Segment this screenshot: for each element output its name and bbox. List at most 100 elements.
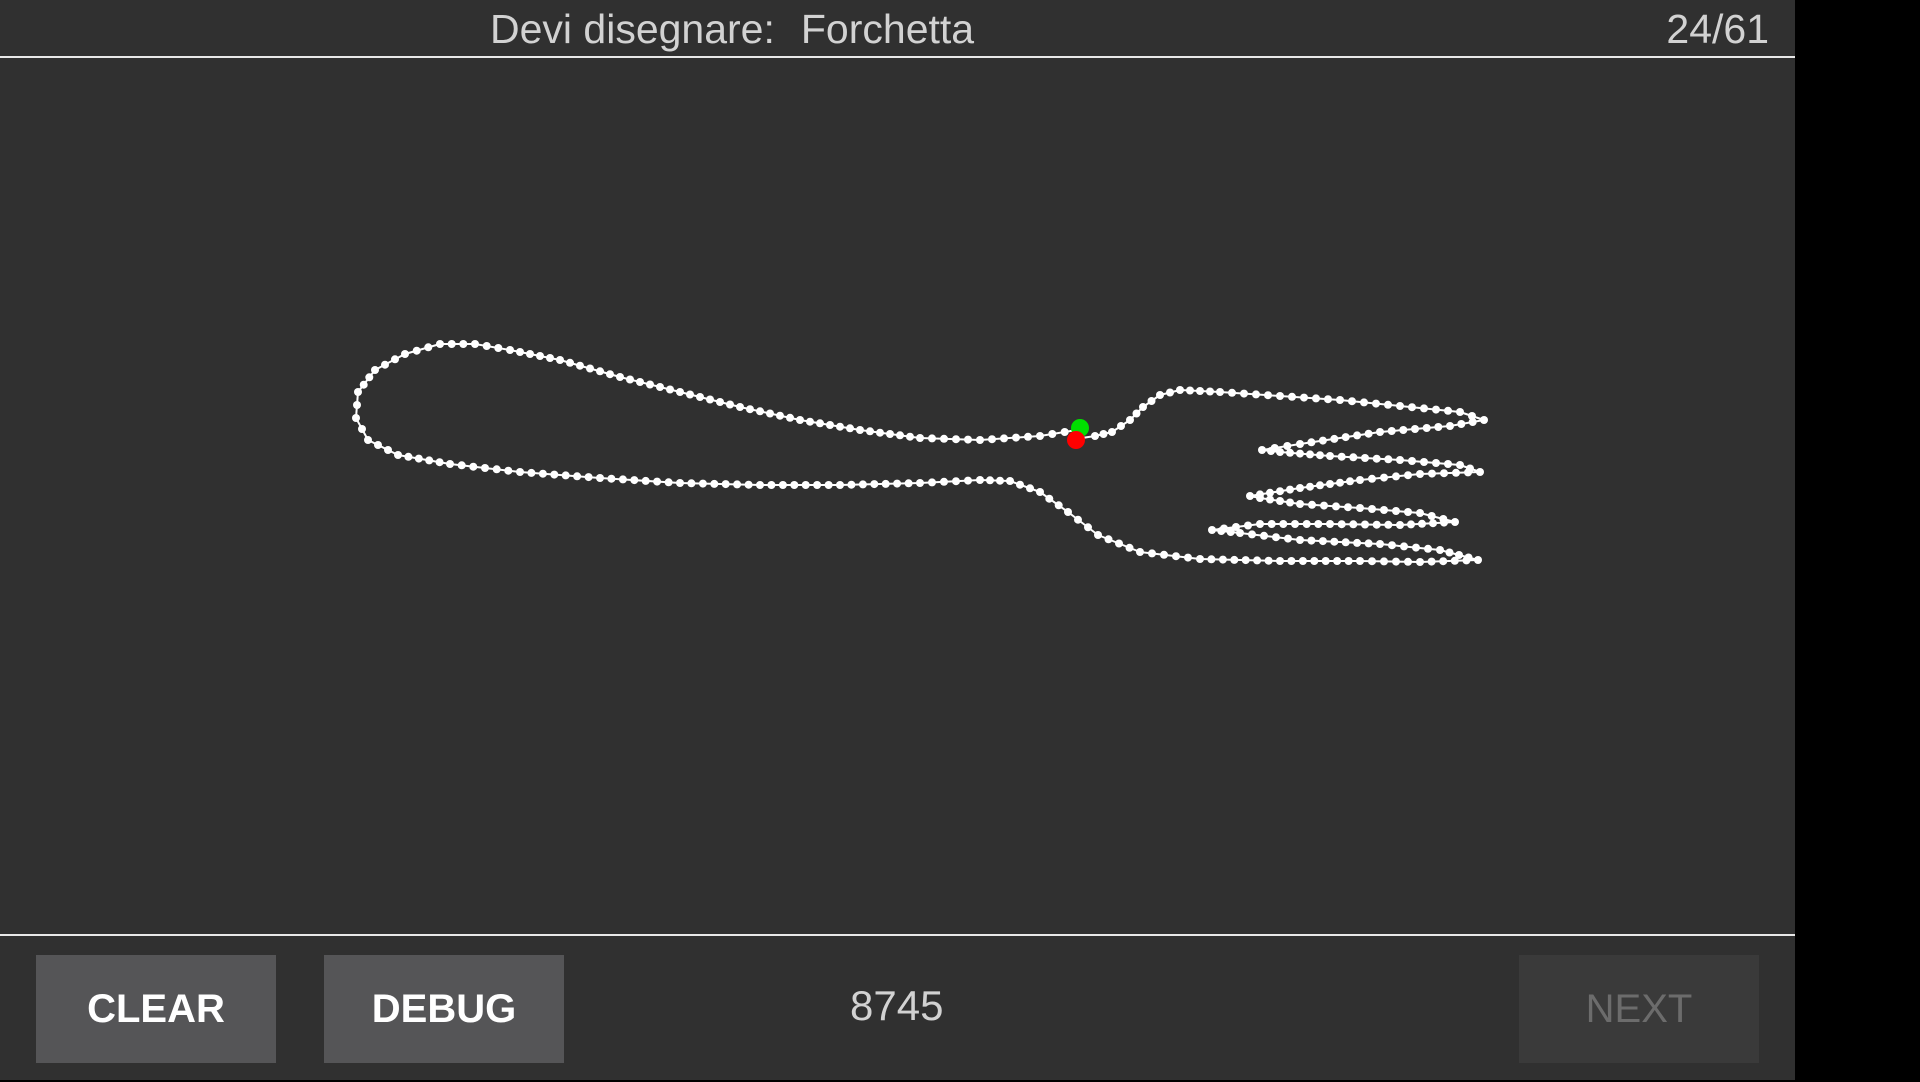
stroke-point bbox=[893, 479, 902, 488]
stroke-point bbox=[796, 416, 804, 424]
stroke-point bbox=[352, 414, 360, 422]
stroke-point bbox=[1318, 537, 1327, 546]
stroke-point bbox=[1346, 477, 1354, 486]
stroke-point bbox=[1364, 429, 1373, 438]
stroke-point bbox=[766, 409, 774, 418]
stroke-point bbox=[756, 407, 764, 416]
stroke-point bbox=[698, 479, 707, 488]
stroke-point bbox=[1432, 459, 1440, 467]
stroke-point bbox=[1356, 504, 1364, 512]
stroke-point bbox=[1084, 523, 1092, 532]
stroke-point bbox=[1104, 535, 1113, 544]
stroke-point bbox=[1361, 520, 1369, 529]
stroke-point bbox=[1240, 389, 1248, 398]
stroke-point bbox=[359, 380, 368, 389]
stroke-point bbox=[1302, 520, 1311, 528]
stroke-point bbox=[1316, 451, 1324, 460]
stroke-point bbox=[1276, 392, 1284, 400]
stroke-point bbox=[1450, 556, 1459, 565]
stroke-point bbox=[836, 422, 844, 431]
stroke-point bbox=[1296, 440, 1304, 448]
stroke-point bbox=[806, 417, 814, 426]
clear-button[interactable]: CLEAR bbox=[36, 955, 276, 1063]
stroke-point bbox=[607, 474, 616, 483]
stroke-point bbox=[371, 366, 379, 374]
stroke-point bbox=[876, 428, 884, 437]
stroke-point bbox=[1380, 473, 1388, 482]
stroke-point bbox=[826, 421, 834, 429]
stroke-point bbox=[1276, 497, 1284, 505]
stroke-point bbox=[1330, 537, 1339, 546]
stroke-point bbox=[1287, 557, 1296, 565]
stroke-point bbox=[1132, 409, 1141, 418]
stroke-point bbox=[767, 481, 776, 489]
stroke-point bbox=[471, 340, 479, 348]
stroke-point bbox=[1468, 418, 1477, 426]
stroke-point bbox=[988, 435, 996, 444]
stroke-point bbox=[1270, 444, 1279, 452]
stroke-point bbox=[870, 480, 879, 489]
stroke-point bbox=[1228, 388, 1236, 397]
stroke-point bbox=[1372, 520, 1381, 529]
stroke-point bbox=[1364, 539, 1373, 548]
stroke-point bbox=[1324, 395, 1332, 404]
stroke-point bbox=[1372, 454, 1381, 463]
stroke-point bbox=[1196, 555, 1204, 563]
stroke-point bbox=[1036, 488, 1044, 496]
stroke-point bbox=[1466, 464, 1474, 473]
stroke-point bbox=[1416, 470, 1424, 478]
stroke-point bbox=[1300, 393, 1308, 402]
stroke-point bbox=[1392, 472, 1400, 481]
stroke-point bbox=[928, 478, 936, 487]
stroke-point bbox=[364, 436, 372, 444]
stroke-point bbox=[1356, 557, 1364, 565]
stroke-point bbox=[1024, 432, 1032, 441]
stroke-point bbox=[1455, 551, 1463, 559]
stroke-point bbox=[733, 480, 742, 489]
stroke-point bbox=[940, 434, 948, 443]
stroke-point bbox=[816, 419, 824, 428]
stroke-point bbox=[1444, 406, 1452, 415]
stroke-point bbox=[641, 476, 650, 485]
stroke-point bbox=[412, 346, 421, 355]
stroke-point bbox=[447, 340, 456, 348]
next-button[interactable]: NEXT bbox=[1519, 955, 1759, 1063]
stroke-point bbox=[1326, 520, 1334, 528]
stroke-point bbox=[1126, 416, 1134, 424]
stroke-point bbox=[1006, 477, 1014, 485]
stroke-point bbox=[1226, 528, 1235, 536]
stroke-point bbox=[1272, 533, 1280, 542]
stroke-point bbox=[1468, 412, 1476, 420]
stroke-point bbox=[1439, 557, 1448, 566]
stroke-point bbox=[1333, 557, 1342, 565]
stroke-point bbox=[550, 470, 559, 479]
stroke-point bbox=[1361, 454, 1369, 462]
stroke-point bbox=[1036, 432, 1044, 440]
stroke-point bbox=[964, 476, 972, 485]
stroke-point bbox=[1117, 422, 1125, 430]
stroke-point bbox=[856, 426, 864, 434]
bottom-bar: CLEAR DEBUG 8745 NEXT bbox=[0, 934, 1795, 1082]
stroke-point bbox=[1396, 402, 1404, 410]
stroke-point bbox=[1156, 391, 1164, 399]
stroke-point bbox=[1256, 520, 1264, 528]
debug-button[interactable]: DEBUG bbox=[324, 955, 564, 1063]
stroke-point bbox=[457, 461, 466, 470]
drawing-canvas[interactable] bbox=[0, 58, 1795, 934]
stroke-point bbox=[1353, 538, 1362, 547]
stroke-point bbox=[1016, 480, 1024, 489]
stroke-point bbox=[1407, 520, 1415, 529]
stroke-point bbox=[1368, 505, 1376, 513]
stroke-point bbox=[736, 403, 744, 411]
stroke-point bbox=[1474, 556, 1482, 564]
stroke-point bbox=[1176, 386, 1184, 394]
stroke-point bbox=[996, 476, 1004, 485]
stroke-point bbox=[1432, 405, 1440, 414]
stroke-point bbox=[696, 393, 704, 401]
stroke-point bbox=[706, 395, 714, 404]
stroke-point bbox=[504, 466, 513, 475]
stroke-point bbox=[584, 473, 593, 482]
stroke-point bbox=[1048, 430, 1057, 438]
stroke-point bbox=[1266, 488, 1274, 497]
stroke-point bbox=[1115, 539, 1123, 548]
